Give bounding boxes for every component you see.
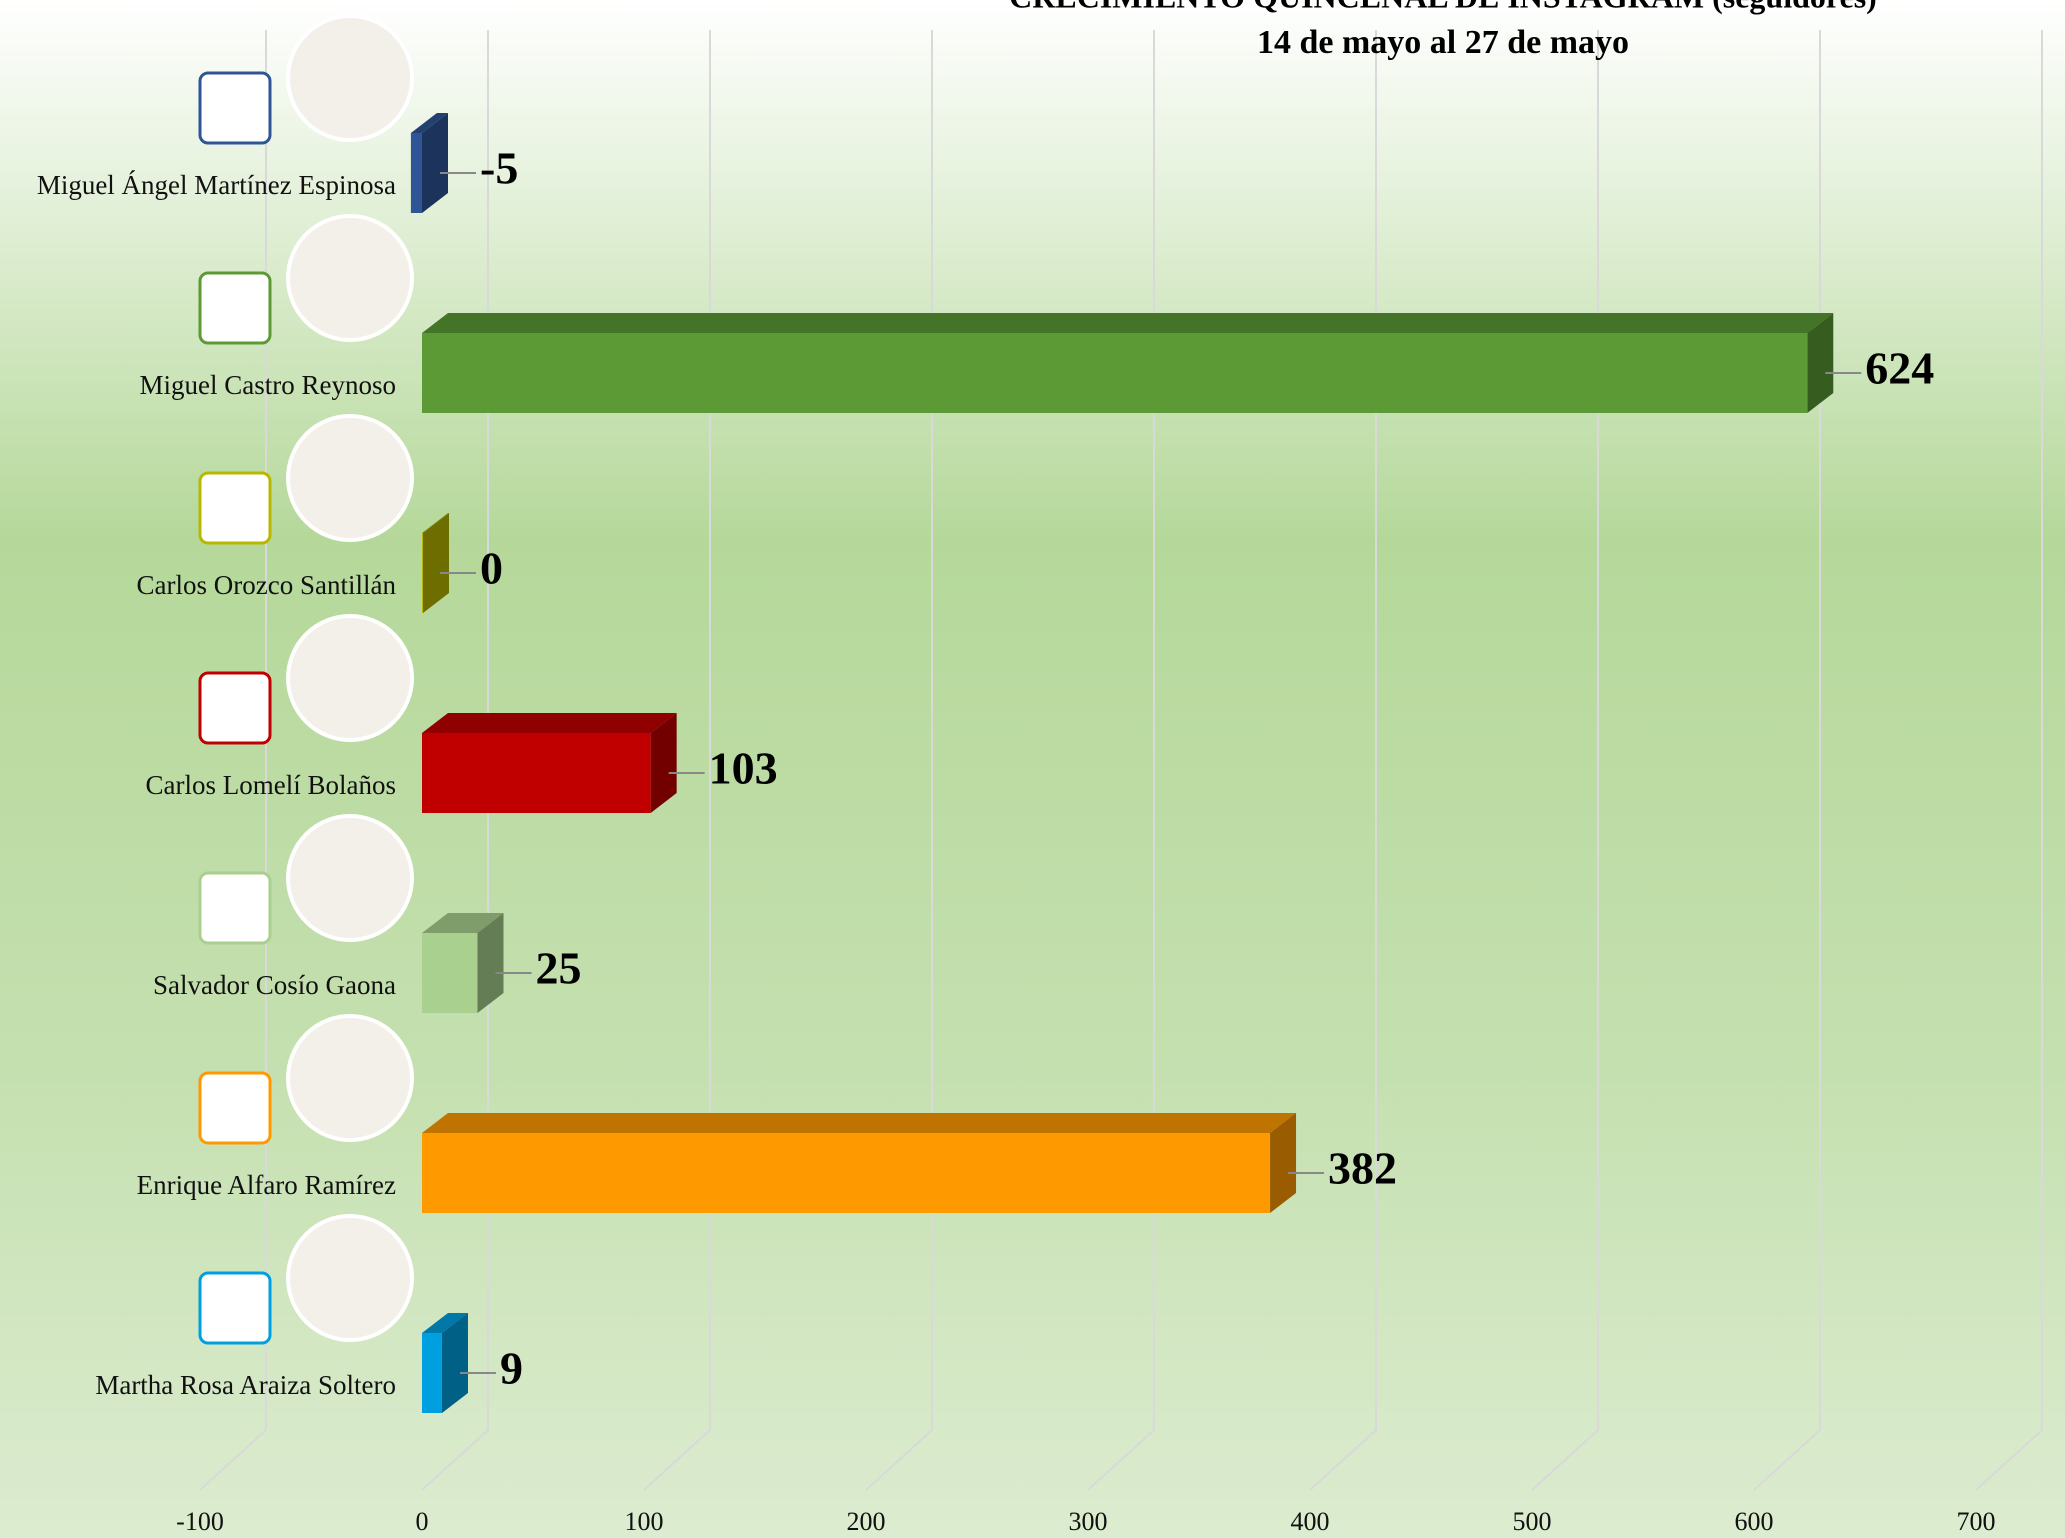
bar-front [422,733,651,813]
bar-top [410,113,448,133]
bar-side [441,1313,468,1413]
category-label: Miguel Castro Reynoso [140,370,397,400]
party-logo [198,1271,272,1345]
category-label: Miguel Ángel Martínez Espinosa [37,170,396,200]
category-label: Salvador Cosío Gaona [153,970,396,1000]
category-label: Martha Rosa Araiza Soltero [95,1370,396,1400]
value-label: 624 [1865,343,1934,394]
x-tick-label: 100 [625,1507,664,1536]
bar-front [422,533,423,613]
bar [422,513,449,613]
x-tick-label: 600 [1735,1507,1774,1536]
party-logo [198,71,272,145]
grid-line [1087,30,1155,1491]
x-tick-label: 700 [1957,1507,1996,1536]
grid-line [643,30,711,1491]
grid-line [1753,30,1821,1491]
candidate-photo [286,1214,414,1342]
bar [422,1313,468,1413]
bar-front [422,333,1808,413]
x-tick-label: 200 [847,1507,886,1536]
bar-front [422,933,478,1013]
candidate-photo [286,414,414,542]
bar-side [1270,1113,1297,1213]
bar [422,1113,1297,1213]
bar-side [477,913,504,1013]
candidate-photo [286,14,414,142]
x-tick-label: 400 [1291,1507,1330,1536]
bar-front [422,1133,1271,1213]
value-label: 103 [709,743,778,794]
category-label: Carlos Lomelí Bolaños [146,770,396,800]
bar-top [422,713,677,733]
grid-line [1531,30,1599,1491]
grid-line [1309,30,1377,1491]
party-logo [198,671,272,745]
category-label: Carlos Orozco Santillán [137,570,397,600]
x-tick-label: 500 [1513,1507,1552,1536]
candidate-photo [286,214,414,342]
bar-front [422,1333,442,1413]
bar-top [422,513,449,533]
bar [422,313,1834,413]
x-tick-label: -100 [176,1507,224,1536]
bar-top [422,313,1834,333]
bar-top [422,913,504,933]
value-label: 0 [480,543,503,594]
grid-line [1975,30,2043,1491]
candidate-photo [286,614,414,742]
party-logo [198,271,272,345]
party-logo [198,471,272,545]
bar-front [410,133,422,213]
value-label: 382 [1328,1143,1397,1194]
bar-side [422,113,448,213]
value-label: 25 [536,943,582,994]
bar [422,913,504,1013]
bar-top [422,1313,468,1333]
chart-title: CRECIMIENTO QUINCENAL DE INSTAGRAM (segu… [1009,0,1877,14]
party-logo [198,871,272,945]
grid-line [421,30,489,1491]
candidate-photo [286,814,414,942]
chart-subtitle: 14 de mayo al 27 de mayo [1257,24,1629,61]
value-label: 9 [500,1343,523,1394]
value-label: -5 [480,143,518,194]
bar [422,713,677,813]
x-tick-label: 300 [1069,1507,1108,1536]
bar-side [650,713,677,813]
category-label: Enrique Alfaro Ramírez [137,1170,396,1200]
bar-side [423,513,449,613]
bar-side [1807,313,1834,413]
candidate-photo [286,1014,414,1142]
party-logo [198,1071,272,1145]
bar-top [422,1113,1297,1133]
x-tick-label: 0 [416,1507,429,1536]
grid-line [865,30,933,1491]
bar [410,113,448,213]
